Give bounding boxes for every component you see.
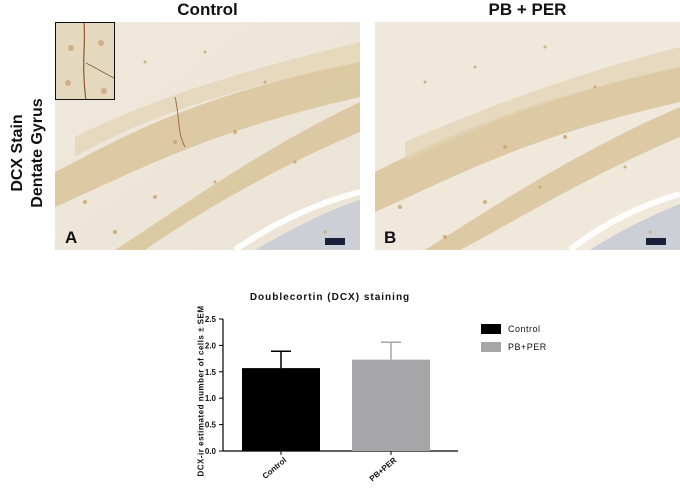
panel-a-title: Control xyxy=(177,0,238,19)
y-tick-label: 1.5 xyxy=(205,368,217,377)
bar-chart: 0.0 0.5 1.0 1.5 2.0 2.5 Control PB+PER xyxy=(205,315,458,483)
legend-item-control: Control xyxy=(481,320,547,337)
micrograph-pb-per xyxy=(375,22,680,250)
side-label: DCX Stain Dentate Gyrus xyxy=(4,78,52,228)
legend-label-control: Control xyxy=(508,323,541,334)
legend-swatch-control xyxy=(481,323,501,334)
chart-title: Doublecortin (DCX) staining xyxy=(249,292,411,303)
y-tick-label: 1.0 xyxy=(205,394,217,403)
y-tick-label: 2.5 xyxy=(205,315,217,324)
bar-pb-per xyxy=(352,359,430,451)
panel-a-letter: A xyxy=(65,228,78,247)
legend-item-pb-per: PB+PER xyxy=(481,338,547,355)
inset-micrograph-image xyxy=(56,23,114,99)
x-tick-label: PB+PER xyxy=(368,455,399,483)
y-tick-label: 0.0 xyxy=(205,447,217,456)
bar-control xyxy=(242,368,320,451)
legend-label-pb-per: PB+PER xyxy=(508,341,547,352)
side-label-line2: Dentate Gyrus xyxy=(29,98,46,208)
legend: Control PB+PER xyxy=(481,320,547,356)
panel-b-letter: B xyxy=(384,228,397,247)
scale-bar-b xyxy=(646,238,666,245)
scale-bar-a xyxy=(325,238,345,245)
legend-swatch-pb-per xyxy=(481,341,501,352)
micrograph-pb-per-image xyxy=(375,22,680,250)
micrograph-control-image xyxy=(55,22,360,250)
micrograph-control xyxy=(55,22,360,250)
inset-micrograph xyxy=(55,22,115,100)
y-tick-label: 0.5 xyxy=(205,421,217,430)
side-label-line1: DCX Stain xyxy=(9,114,26,192)
x-tick-label: Control xyxy=(261,456,289,481)
y-tick-label: 2.0 xyxy=(205,341,217,350)
panel-b-title: PB + PER xyxy=(488,0,567,19)
